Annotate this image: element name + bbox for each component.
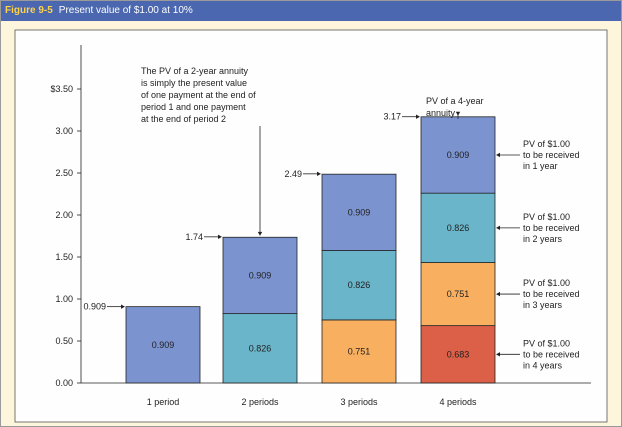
y-tick-label: 0.00 xyxy=(55,378,73,388)
side-label-arrow-head xyxy=(496,152,500,158)
bar-value-label: 0.751 xyxy=(348,346,371,356)
side-label: to be received xyxy=(523,289,580,299)
annotation-two-year: at the end of period 2 xyxy=(141,114,226,124)
figure-title: Present value of $1.00 at 10% xyxy=(58,5,193,16)
side-label: PV of $1.00 xyxy=(523,338,570,348)
side-label: to be received xyxy=(523,349,580,359)
annotation-four-year: annuity xyxy=(426,108,456,118)
side-label-arrow-head xyxy=(496,225,500,231)
side-label: in 3 years xyxy=(523,300,563,310)
x-tick-label: 2 periods xyxy=(241,397,279,407)
total-label: 2.49 xyxy=(284,169,302,179)
side-label: PV of $1.00 xyxy=(523,278,570,288)
side-label: to be received xyxy=(523,223,580,233)
bar-segment xyxy=(420,325,496,384)
total-arrow-head xyxy=(317,171,321,177)
bar-segment xyxy=(321,173,397,251)
bar-segment xyxy=(222,313,298,384)
annotation-four-year: PV of a 4-year xyxy=(426,96,484,106)
bar-value-label: 0.751 xyxy=(447,289,470,299)
bar-segment xyxy=(125,306,201,384)
y-tick-label: 2.00 xyxy=(55,210,73,220)
y-tick-label: 2.50 xyxy=(55,168,73,178)
y-tick-label: 1.50 xyxy=(55,252,73,262)
side-label: to be received xyxy=(523,150,580,160)
figure-number: Figure 9-5 xyxy=(5,5,53,16)
annotation-two-year: The PV of a 2-year annuity xyxy=(141,66,249,76)
figure-header: Figure 9-5 Present value of $1.00 at 10% xyxy=(1,1,621,21)
annotation-two-year-arrow-head xyxy=(257,231,263,236)
total-arrow-head xyxy=(218,234,222,240)
bar-segment xyxy=(321,250,397,321)
y-tick-label: $3.50 xyxy=(50,84,73,94)
plot-panel xyxy=(14,29,608,423)
side-label-arrow-head xyxy=(496,291,500,297)
y-tick-label: 0.50 xyxy=(55,336,73,346)
bar-value-label: 0.826 xyxy=(249,343,272,353)
side-label: PV of $1.00 xyxy=(523,212,570,222)
annotation-two-year: of one payment at the end of xyxy=(141,90,256,100)
x-tick-label: 3 periods xyxy=(340,397,378,407)
bar-value-label: 0.683 xyxy=(447,349,470,359)
side-label-arrow-head xyxy=(496,352,500,357)
side-label: in 2 years xyxy=(523,234,563,244)
bar-value-label: 0.826 xyxy=(447,223,470,233)
stacked-bar-chart: 0.00 0.50 1.00 1.50 2.00 2.50 3.00 $3.50 1 perio… xyxy=(14,29,608,423)
bar-value-label: 0.909 xyxy=(447,150,470,160)
annotation-two-year: period 1 and one payment xyxy=(141,102,246,112)
total-label: 0.909 xyxy=(83,302,106,312)
side-label: in 4 years xyxy=(523,360,563,370)
bar-segment xyxy=(420,116,496,194)
side-label: in 1 year xyxy=(523,161,558,171)
total-label: 1.74 xyxy=(185,232,203,242)
bar-value-label: 0.909 xyxy=(249,270,272,280)
bar-segment xyxy=(420,262,496,327)
y-tick-label: 3.00 xyxy=(55,126,73,136)
y-tick-label: 1.00 xyxy=(55,294,73,304)
bar-segment xyxy=(420,192,496,263)
bar-value-label: 0.909 xyxy=(152,340,175,350)
x-tick-label: 1 period xyxy=(147,397,180,407)
bar-value-label: 0.909 xyxy=(348,207,371,217)
bar-segment xyxy=(222,236,298,315)
total-label: 3.17 xyxy=(383,112,401,122)
side-label: PV of $1.00 xyxy=(523,139,570,149)
total-arrow-head xyxy=(416,114,420,119)
annotation-four-year-arrow-head xyxy=(455,111,461,116)
total-arrow-head xyxy=(121,304,125,309)
bar-value-label: 0.826 xyxy=(348,280,371,290)
bar-segment xyxy=(321,319,397,384)
x-tick-label: 4 periods xyxy=(439,397,477,407)
annotation-two-year: is simply the present value xyxy=(141,78,247,88)
